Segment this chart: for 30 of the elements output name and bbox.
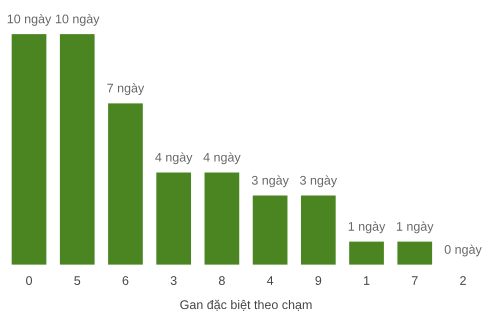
data-label: 3 ngày [300, 175, 338, 188]
bar [300, 196, 336, 265]
bar [204, 172, 240, 265]
x-tick-label: 2 [460, 276, 466, 285]
bar [108, 103, 143, 265]
data-label: 1 ngày [396, 222, 434, 234]
bar [156, 172, 192, 265]
data-label: 7 ngày [107, 83, 144, 95]
x-tick-label: 6 [122, 276, 128, 285]
bar [252, 196, 288, 265]
x-tick-label: 9 [315, 276, 322, 285]
x-tick-label: 5 [74, 276, 80, 285]
data-label: 4 ngày [203, 152, 241, 164]
x-tick-label: 3 [170, 276, 177, 285]
x-axis-title: Gan đặc biệt theo chạm [180, 300, 312, 311]
x-tick-label: 0 [26, 276, 32, 285]
data-label: 3 ngày [252, 175, 289, 188]
data-label: 4 ngày [155, 152, 192, 164]
x-tick-label: 4 [266, 276, 274, 285]
x-tick-label: 1 [364, 276, 370, 285]
bar [60, 34, 95, 265]
data-label: 10 ngày [8, 14, 52, 26]
data-label: 10 ngày [56, 14, 100, 26]
data-label: 1 ngày [348, 222, 386, 234]
x-tick-label: 8 [218, 276, 225, 285]
bar [397, 242, 432, 265]
data-label: 0 ngày [444, 244, 482, 256]
bar [12, 34, 46, 265]
x-tick-label: 7 [412, 276, 418, 285]
bar [349, 242, 384, 265]
